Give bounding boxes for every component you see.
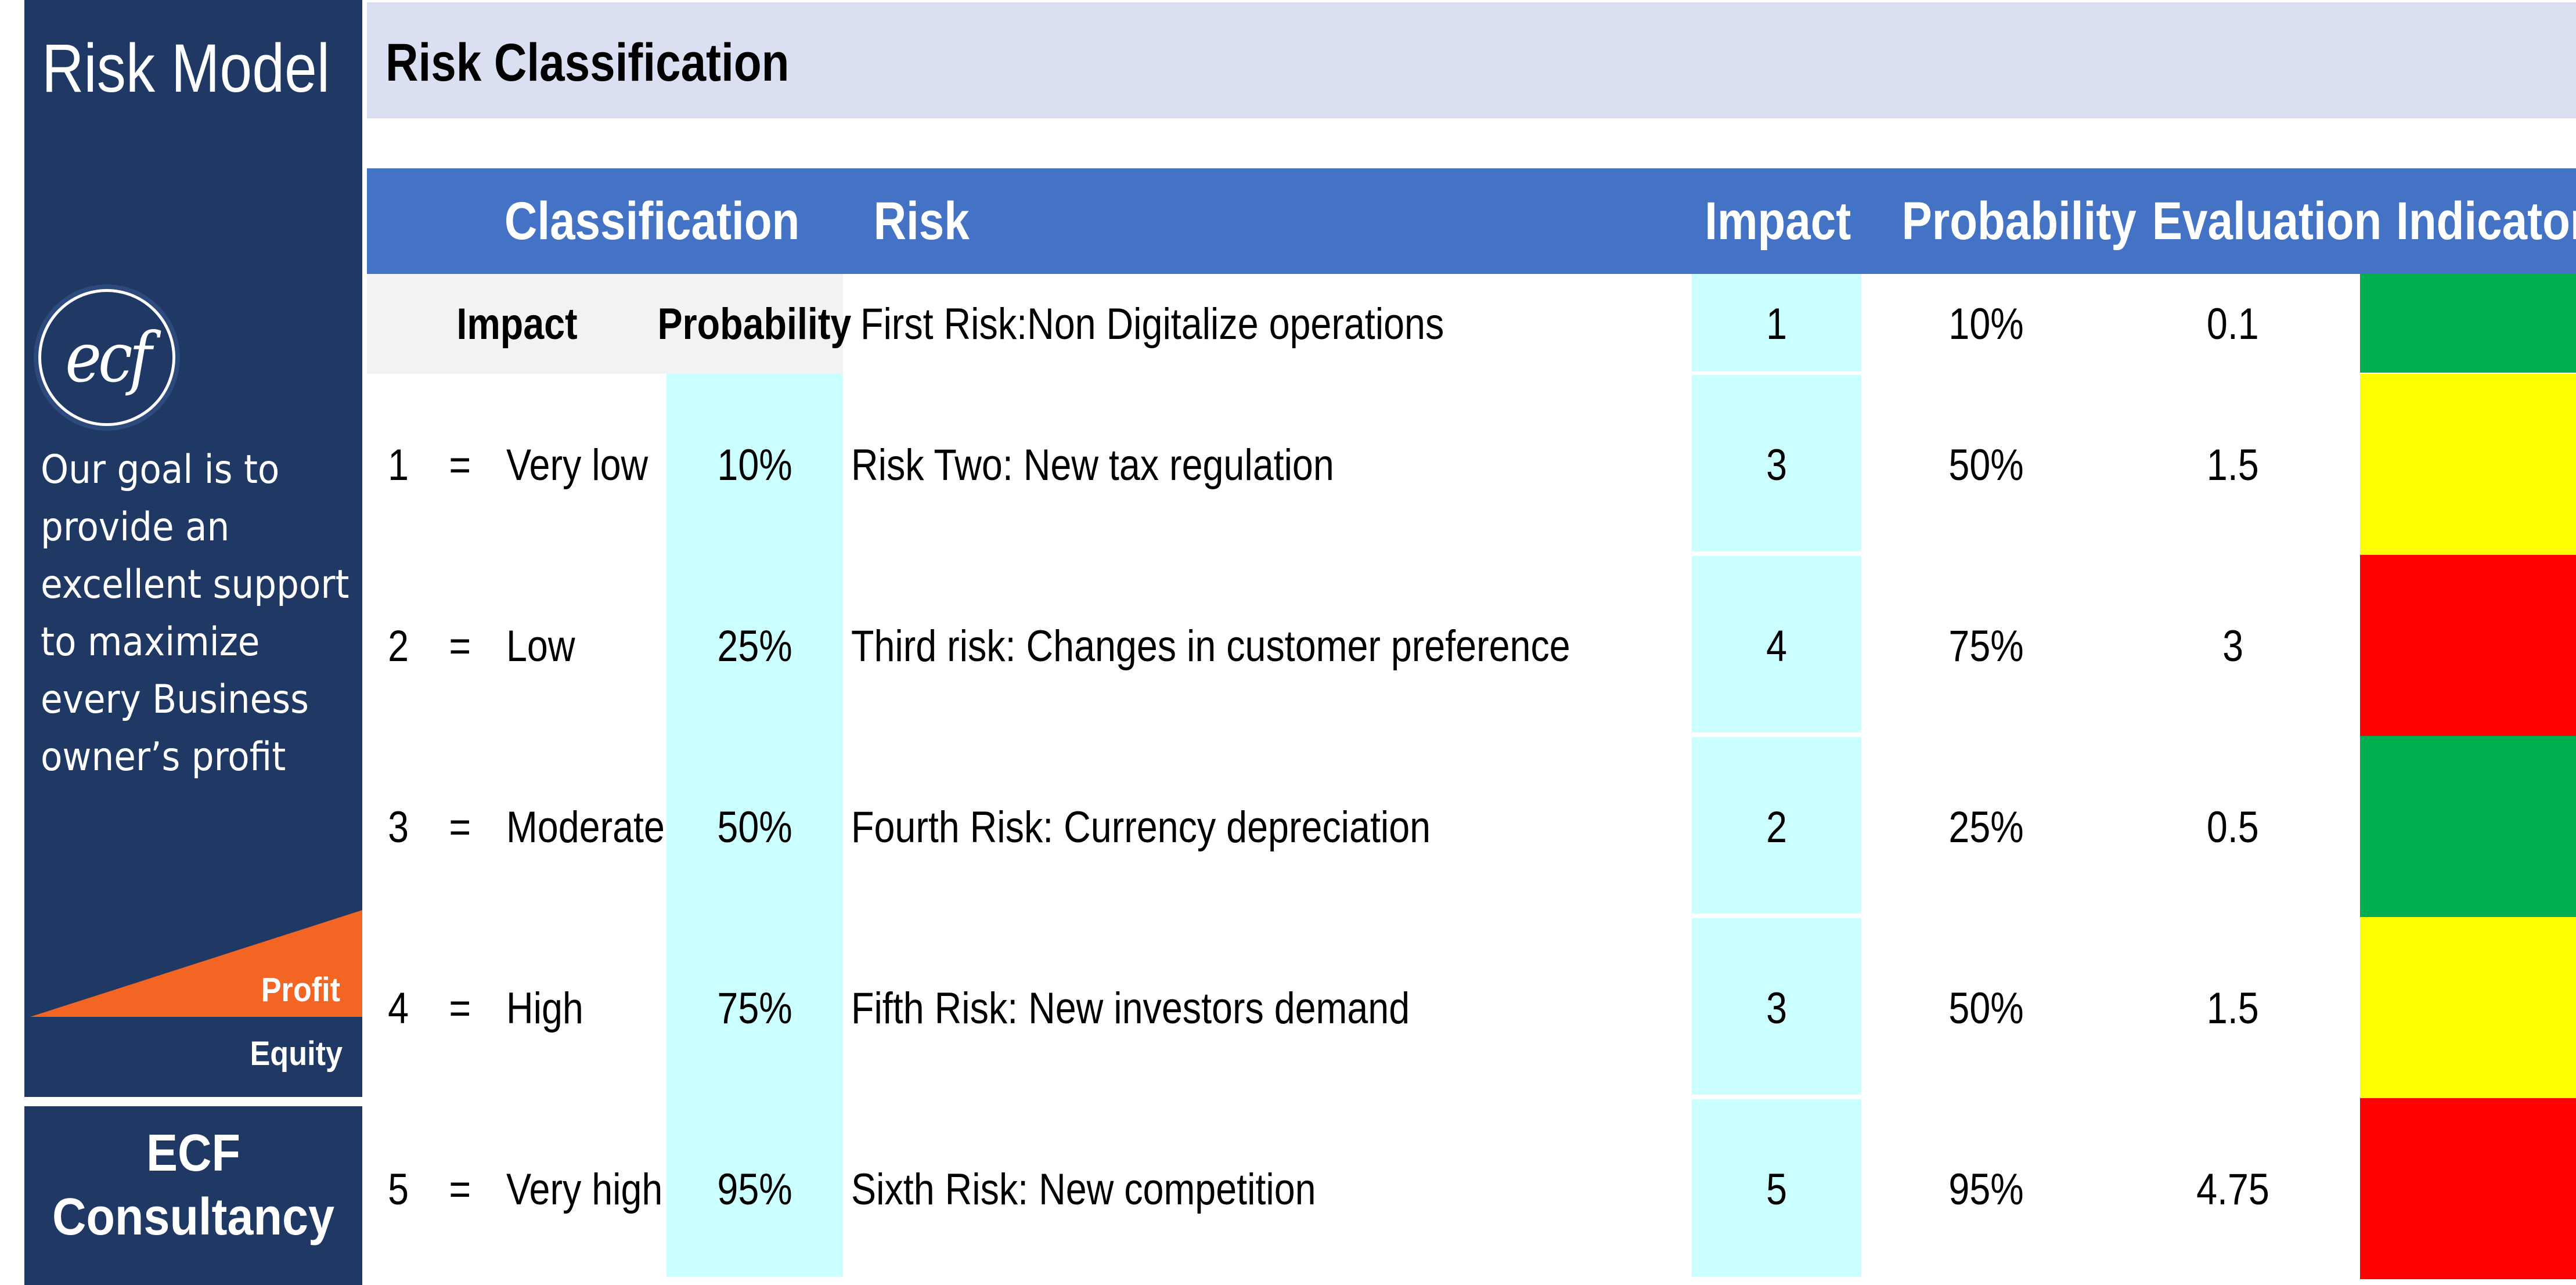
column-header-probability: Probability: [1901, 191, 2137, 251]
column-header-classification: Classification: [504, 191, 800, 251]
scale-label: Very low: [506, 440, 648, 490]
scale-probability: 75%: [717, 983, 792, 1033]
risk-evaluation: 1.5: [2207, 440, 2259, 490]
scale-probability: 50%: [717, 802, 792, 852]
risk-evaluation: 4.75: [2196, 1164, 2269, 1214]
risk-impact: 3: [1766, 983, 1787, 1033]
risk-impact: 5: [1766, 1164, 1787, 1214]
scale-probability: 95%: [717, 1164, 792, 1214]
risk-name: Sixth Risk: New competition: [851, 1164, 1316, 1214]
risk-probability: 10%: [1948, 299, 2024, 349]
risk-evaluation: 0.5: [2207, 802, 2259, 852]
scale-number: 5: [388, 1164, 409, 1214]
goal-statement: Our goal is to provide an excellent supp…: [41, 447, 350, 780]
probability-scale-column: [666, 374, 843, 1277]
scale-number: 1: [388, 440, 409, 490]
scale-probability: 10%: [717, 440, 792, 490]
equity-label: Equity: [250, 1035, 343, 1073]
risk-impact: 4: [1766, 621, 1787, 671]
title-band: [367, 2, 2576, 118]
risk-evaluation: 3: [2222, 621, 2243, 671]
impact-cell-bg: [1692, 918, 1861, 1095]
column-header-risk: Risk: [873, 191, 970, 251]
scale-equals: =: [449, 802, 471, 852]
risk-probability: 75%: [1948, 621, 2024, 671]
impact-cell-bg: [1692, 556, 1861, 732]
risk-name: Third risk: Changes in customer preferen…: [851, 621, 1570, 671]
risk-probability: 95%: [1948, 1164, 2024, 1214]
risk-indicator: [2360, 274, 2576, 373]
impact-cell-bg: [1692, 375, 1861, 551]
risk-name: Fifth Risk: New investors demand: [851, 983, 1410, 1033]
risk-indicator: [2360, 374, 2576, 555]
classification-subheader: [367, 274, 843, 374]
scale-equals: =: [449, 440, 471, 490]
scale-label: Low: [506, 621, 575, 671]
risk-name: First Risk:Non Digitalize operations: [860, 299, 1444, 349]
risk-impact: 3: [1766, 440, 1787, 490]
profit-label: Profit: [261, 971, 340, 1009]
risk-probability: 25%: [1948, 802, 2024, 852]
table-header: Classification Risk Impact Probability E…: [367, 168, 2576, 274]
risk-evaluation: 0.1: [2207, 299, 2259, 349]
risk-indicator: [2360, 1098, 2576, 1279]
impact-cell-bg: [1692, 737, 1861, 914]
risk-indicator: [2360, 555, 2576, 736]
logo-text: ecf: [65, 317, 152, 398]
sidebar: [24, 0, 362, 1097]
risk-impact: 1: [1766, 299, 1787, 349]
column-header-evaluation: Evaluation: [2152, 191, 2382, 251]
brand-line-2: Consultancy: [52, 1188, 335, 1246]
scale-number: 4: [388, 983, 409, 1033]
impact-cell-bg: [1692, 1099, 1861, 1277]
sidebar-title: Risk Model: [42, 30, 330, 107]
scale-equals: =: [449, 621, 471, 671]
brand-box: ECF Consultancy: [24, 1106, 362, 1285]
column-header-impact: Impact: [1705, 191, 1851, 251]
scale-equals: =: [449, 983, 471, 1033]
risk-indicator: [2360, 917, 2576, 1098]
impact-cell-bg: [1692, 274, 1861, 371]
risk-probability: 50%: [1948, 440, 2024, 490]
risk-evaluation: 1.5: [2207, 983, 2259, 1033]
scale-label: Moderate: [506, 802, 665, 852]
scale-label: High: [506, 983, 583, 1033]
risk-impact: 2: [1766, 802, 1787, 852]
subheader-probability: Probability: [657, 299, 851, 349]
scale-label: Very high: [506, 1164, 663, 1214]
scale-number: 2: [388, 621, 409, 671]
risk-probability: 50%: [1948, 983, 2024, 1033]
scale-number: 3: [388, 802, 409, 852]
scale-probability: 25%: [717, 621, 792, 671]
scale-equals: =: [449, 1164, 471, 1214]
page-title: Risk Classification: [386, 33, 790, 92]
profit-triangle-graphic: [30, 910, 362, 1017]
risk-name: Fourth Risk: Currency depreciation: [851, 802, 1431, 852]
ecf-logo: ecf: [38, 289, 175, 426]
risk-name: Risk Two: New tax regulation: [851, 440, 1334, 490]
subheader-impact: Impact: [456, 299, 578, 349]
brand-line-1: ECF: [146, 1124, 240, 1182]
column-header-indicator: Indicator: [2396, 191, 2576, 251]
risk-indicator: [2360, 736, 2576, 917]
